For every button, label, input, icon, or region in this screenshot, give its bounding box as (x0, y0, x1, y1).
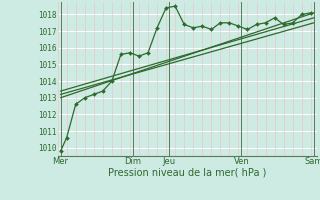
X-axis label: Pression niveau de la mer( hPa ): Pression niveau de la mer( hPa ) (108, 168, 266, 178)
